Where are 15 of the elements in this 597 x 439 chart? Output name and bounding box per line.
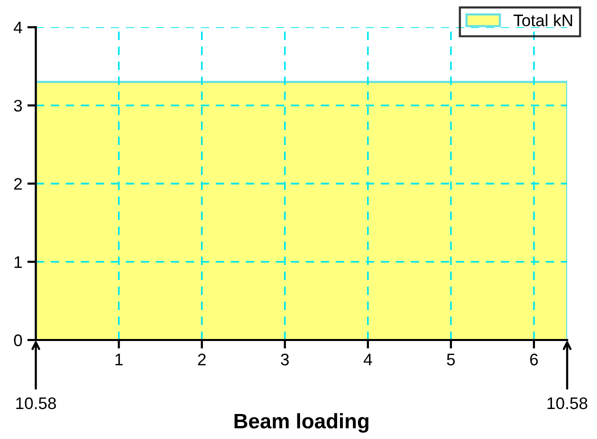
x-tick-label: 4 — [364, 354, 372, 366]
x-axis-title: Beam loading — [234, 413, 368, 433]
y-tick-label: 4 — [14, 22, 22, 34]
x-tick-label: 5 — [446, 354, 455, 366]
x-tick-label: 2 — [198, 354, 206, 366]
legend-label: Total kN — [514, 14, 572, 26]
annotation: 10.58 — [548, 397, 588, 410]
y-tick-label: 0 — [14, 334, 22, 346]
x-tick-label: 3 — [280, 354, 289, 366]
x-tick-label: 6 — [530, 354, 538, 366]
y-tick-label: 2 — [14, 178, 22, 190]
x-tick-label: 1 — [115, 354, 123, 366]
annotation: 10.58 — [16, 397, 56, 410]
y-tick-label: 1 — [14, 256, 22, 268]
y-tick-label: 3 — [14, 100, 22, 112]
